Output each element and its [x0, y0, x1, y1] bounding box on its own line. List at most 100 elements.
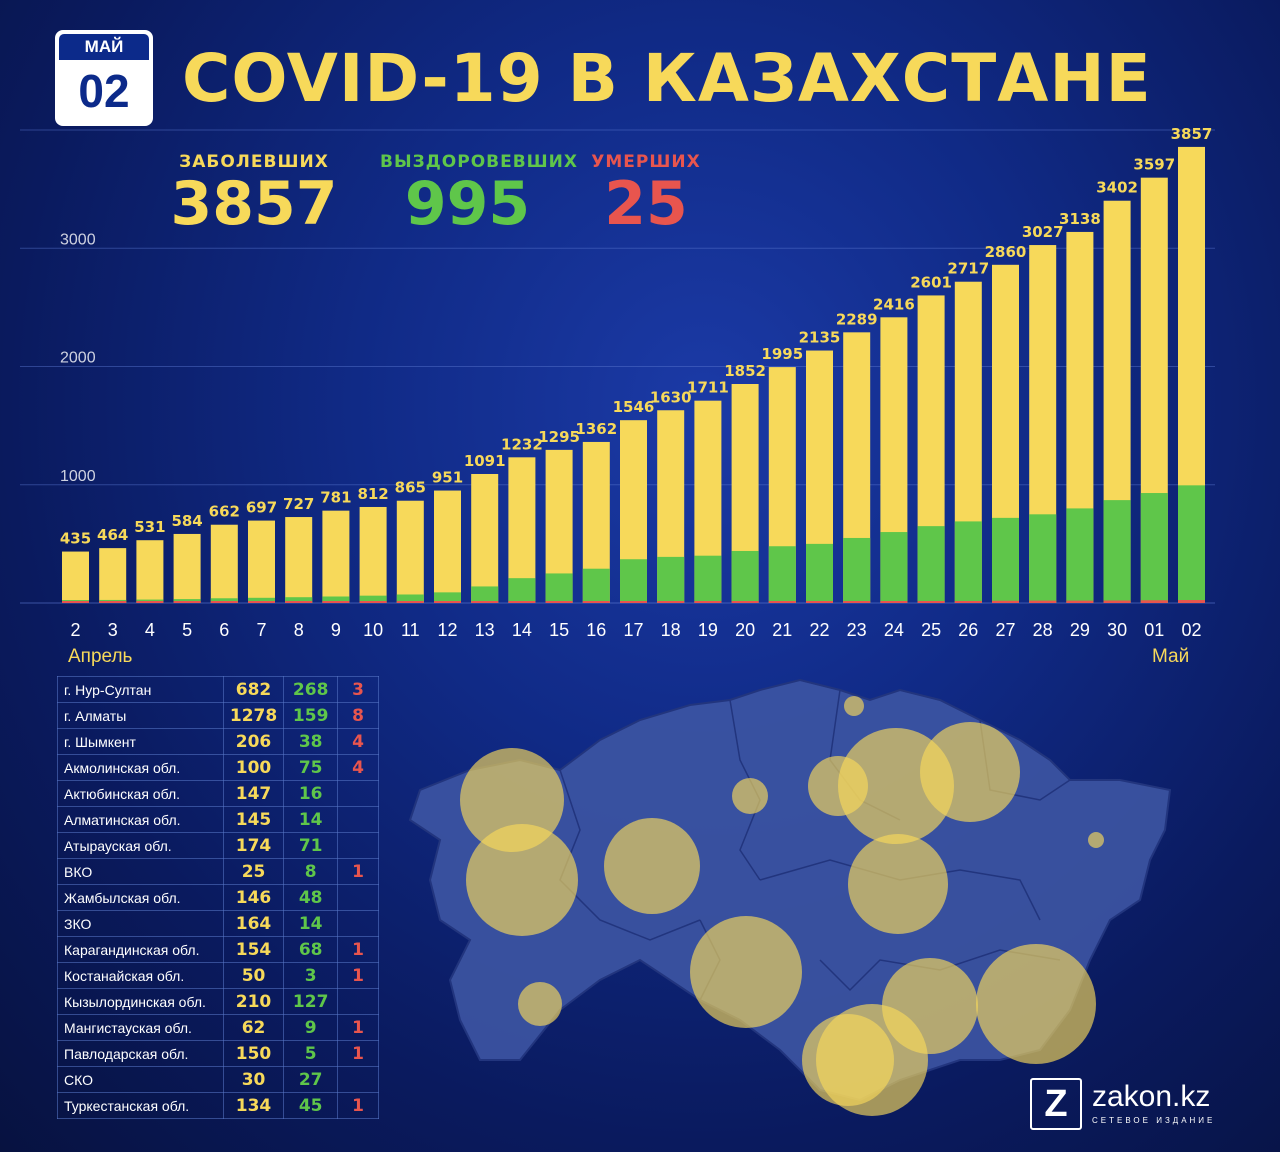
value-label: 727	[283, 495, 314, 513]
value-label: 435	[60, 530, 91, 548]
x-tick-label: 17	[623, 620, 643, 640]
bar-recovered	[768, 546, 796, 603]
value-label: 865	[395, 479, 426, 497]
table-row: Костанайская обл. 50 3 1	[57, 962, 379, 989]
value-label: 951	[432, 469, 463, 487]
bar-deaths	[545, 601, 573, 603]
bar-recovered	[806, 543, 833, 603]
value-label: 3138	[1059, 210, 1101, 228]
x-tick-label: 4	[145, 620, 155, 640]
region-recovered: 38	[283, 728, 339, 755]
region-name: Кызылординская обл.	[57, 988, 224, 1015]
region-name: ЗКО	[57, 910, 224, 937]
region-confirmed: 164	[222, 910, 285, 937]
region-name: Алматинская обл.	[57, 806, 224, 833]
x-tick-label: 7	[256, 620, 266, 640]
bar-confirmed	[434, 490, 461, 603]
table-row: Алматинская обл. 145 14	[57, 806, 379, 833]
region-recovered: 8	[283, 858, 339, 885]
x-tick-label: 12	[437, 620, 457, 640]
stat-recovered-label: ВЫЗДОРОВЕВШИХ	[380, 152, 579, 172]
region-confirmed: 682	[222, 676, 285, 703]
region-name: Костанайская обл.	[57, 962, 224, 989]
may-label: Май	[1152, 646, 1190, 667]
region-confirmed: 50	[222, 962, 285, 989]
value-label: 1630	[650, 388, 692, 406]
bar-deaths	[657, 601, 685, 603]
region-recovered: 68	[283, 936, 339, 963]
region-deaths	[337, 988, 379, 1015]
bar-deaths	[992, 600, 1019, 603]
region-recovered: 16	[283, 780, 339, 807]
region-name: Жамбылская обл.	[57, 884, 224, 911]
region-deaths	[337, 910, 379, 937]
region-confirmed: 154	[222, 936, 285, 963]
logo-mark: Z	[1030, 1078, 1082, 1130]
stat-deaths-value: 25	[604, 169, 688, 239]
stat-recovered-value: 995	[404, 169, 531, 239]
value-label: 812	[357, 485, 388, 503]
bar-deaths	[248, 601, 275, 603]
region-name: СКО	[57, 1066, 224, 1093]
table-row: Туркестанская обл. 134 45 1	[57, 1092, 379, 1119]
bar-recovered	[880, 532, 908, 603]
region-recovered: 14	[283, 910, 339, 937]
table-row: г. Нур-Султан 682 268 3	[57, 676, 379, 703]
x-tick-label: 14	[512, 620, 532, 640]
x-tick-label: 15	[549, 620, 569, 640]
bubble-sko	[844, 696, 864, 716]
table-row: ЗКО 164 14	[57, 910, 379, 937]
table-row: ВКО 25 8 1	[57, 858, 379, 885]
value-label: 2601	[910, 273, 952, 291]
region-confirmed: 206	[222, 728, 285, 755]
stat-confirmed-value: 3857	[170, 169, 338, 239]
table-row: г. Алматы 1278 159 8	[57, 702, 379, 729]
region-deaths	[337, 1066, 379, 1093]
bar-deaths	[806, 601, 833, 603]
bar-confirmed	[285, 517, 313, 603]
y-tick-label: 2000	[60, 350, 96, 367]
x-tick-label: 30	[1107, 620, 1127, 640]
region-deaths: 3	[337, 676, 379, 703]
table-row: Карагандинская обл. 154 68 1	[57, 936, 379, 963]
bar-confirmed	[248, 520, 275, 603]
bar-recovered	[248, 597, 275, 603]
region-recovered: 45	[283, 1092, 339, 1119]
value-label: 3857	[1171, 125, 1213, 143]
region-confirmed: 145	[222, 806, 285, 833]
bar-deaths	[954, 600, 982, 603]
bubble-aktobe	[604, 818, 700, 914]
region-recovered: 9	[283, 1014, 339, 1041]
x-tick-label: 20	[735, 620, 755, 640]
region-name: г. Шымкент	[57, 728, 224, 755]
value-label: 1995	[761, 345, 803, 363]
bubble-karaganda	[848, 834, 948, 934]
region-name: Туркестанская обл.	[57, 1092, 224, 1119]
stat-confirmed-label: ЗАБОЛЕВШИХ	[179, 152, 329, 172]
bar-deaths	[434, 601, 461, 603]
value-label: 1711	[687, 379, 729, 397]
region-deaths: 4	[337, 728, 379, 755]
region-recovered: 127	[283, 988, 339, 1015]
x-tick-label: 23	[847, 620, 867, 640]
value-label: 1091	[464, 452, 506, 470]
region-deaths	[337, 806, 379, 833]
region-deaths: 4	[337, 754, 379, 781]
value-label: 1852	[724, 362, 766, 380]
region-recovered: 75	[283, 754, 339, 781]
value-label: 1232	[501, 435, 543, 453]
bar-confirmed	[359, 506, 387, 603]
bar-deaths	[768, 601, 796, 603]
bar-deaths	[322, 601, 350, 603]
x-tick-label: 29	[1070, 620, 1090, 640]
x-tick-label: 6	[219, 620, 229, 640]
bubble-kyzylorda	[690, 916, 802, 1028]
bar-deaths	[1066, 600, 1094, 603]
bar-recovered	[657, 556, 685, 603]
region-recovered: 268	[283, 676, 339, 703]
region-name: г. Нур-Султан	[57, 676, 224, 703]
table-row: Актюбинская обл. 147 16	[57, 780, 379, 807]
value-label: 3597	[1133, 156, 1175, 174]
bar-confirmed	[471, 473, 499, 603]
region-confirmed: 150	[222, 1040, 285, 1067]
